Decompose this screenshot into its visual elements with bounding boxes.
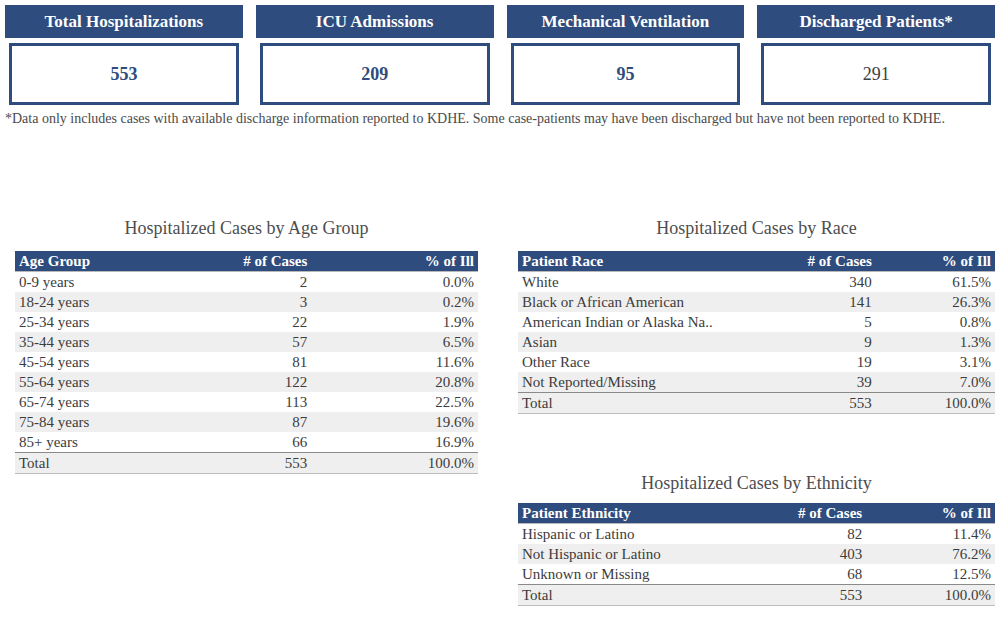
kpi-card-title: Total Hospitalizations: [5, 5, 243, 38]
table-row[interactable]: 25-34 years221.9%: [15, 312, 478, 332]
table-row[interactable]: 55-64 years12220.8%: [15, 372, 478, 392]
total-row[interactable]: Total553100.0%: [518, 393, 995, 414]
table-row[interactable]: Not Hispanic or Latino40376.2%: [518, 544, 995, 564]
ethnicity-section: Hospitalized Cases by Ethnicity Patient …: [518, 471, 995, 606]
column-header[interactable]: # of Cases: [785, 503, 866, 524]
table-row[interactable]: Black or African American14126.3%: [518, 292, 995, 312]
table-row[interactable]: Unknown or Missing6812.5%: [518, 564, 995, 585]
column-header[interactable]: Patient Ethnicity: [518, 503, 785, 524]
table-row[interactable]: 85+ years6616.9%: [15, 432, 478, 453]
total-row[interactable]: Total553100.0%: [518, 585, 995, 606]
header-row: Patient Race# of Cases% of Ill: [518, 251, 995, 272]
column-header[interactable]: Age Group: [15, 251, 237, 272]
table-row[interactable]: 65-74 years11322.5%: [15, 392, 478, 412]
kpi-card-title: Mechanical Ventilation: [507, 5, 745, 38]
hospitalization-dashboard: Total Hospitalizations 553 ICU Admission…: [0, 0, 998, 619]
kpi-card-value: 95: [511, 43, 741, 105]
kpi-card-total-hospitalizations[interactable]: Total Hospitalizations 553: [5, 5, 243, 105]
kpi-card-icu-admissions[interactable]: ICU Admissions 209: [256, 5, 494, 105]
age-table-title: Hospitalized Cases by Age Group: [15, 216, 478, 240]
column-header[interactable]: Patient Race: [518, 251, 795, 272]
kpi-card-value: 209: [260, 43, 490, 105]
table-row[interactable]: Asian91.3%: [518, 332, 995, 352]
kpi-card-discharged-patients[interactable]: Discharged Patients* 291: [757, 5, 995, 105]
kpi-card-value: 553: [9, 43, 239, 105]
table-row[interactable]: White34061.5%: [518, 272, 995, 293]
table-row[interactable]: Not Reported/Missing397.0%: [518, 372, 995, 393]
column-header[interactable]: # of Cases: [237, 251, 311, 272]
table-row[interactable]: Other Race193.1%: [518, 352, 995, 372]
header-row: Patient Ethnicity# of Cases% of Ill: [518, 503, 995, 524]
race-table: Patient Race# of Cases% of IllWhite34061…: [518, 251, 995, 414]
race-section: Hospitalized Cases by Race Patient Race#…: [518, 216, 995, 414]
kpi-cards-row: Total Hospitalizations 553 ICU Admission…: [5, 5, 995, 105]
table-row[interactable]: 35-44 years576.5%: [15, 332, 478, 352]
ethnicity-table-title: Hospitalized Cases by Ethnicity: [518, 471, 995, 495]
kpi-card-title: Discharged Patients*: [757, 5, 995, 38]
column-header[interactable]: % of Ill: [876, 251, 995, 272]
column-header[interactable]: # of Cases: [795, 251, 876, 272]
column-header[interactable]: % of Ill: [866, 503, 995, 524]
total-row[interactable]: Total553100.0%: [15, 453, 478, 474]
table-row[interactable]: 18-24 years30.2%: [15, 292, 478, 312]
age-group-table: Age Group# of Cases% of Ill0-9 years20.0…: [15, 251, 478, 474]
header-row: Age Group# of Cases% of Ill: [15, 251, 478, 272]
table-row[interactable]: 75-84 years8719.6%: [15, 412, 478, 432]
table-row[interactable]: 0-9 years20.0%: [15, 272, 478, 293]
ethnicity-table: Patient Ethnicity# of Cases% of IllHispa…: [518, 503, 995, 606]
race-table-title: Hospitalized Cases by Race: [518, 216, 995, 240]
table-row[interactable]: 45-54 years8111.6%: [15, 352, 478, 372]
kpi-card-value: 291: [761, 43, 991, 105]
discharge-data-footnote: *Data only includes cases with available…: [5, 110, 989, 128]
table-row[interactable]: American Indian or Alaska Na..50.8%: [518, 312, 995, 332]
column-header[interactable]: % of Ill: [311, 251, 478, 272]
kpi-card-mechanical-ventilation[interactable]: Mechanical Ventilation 95: [507, 5, 745, 105]
table-row[interactable]: Hispanic or Latino8211.4%: [518, 524, 995, 545]
kpi-card-title: ICU Admissions: [256, 5, 494, 38]
age-group-section: Hospitalized Cases by Age Group Age Grou…: [15, 216, 478, 474]
